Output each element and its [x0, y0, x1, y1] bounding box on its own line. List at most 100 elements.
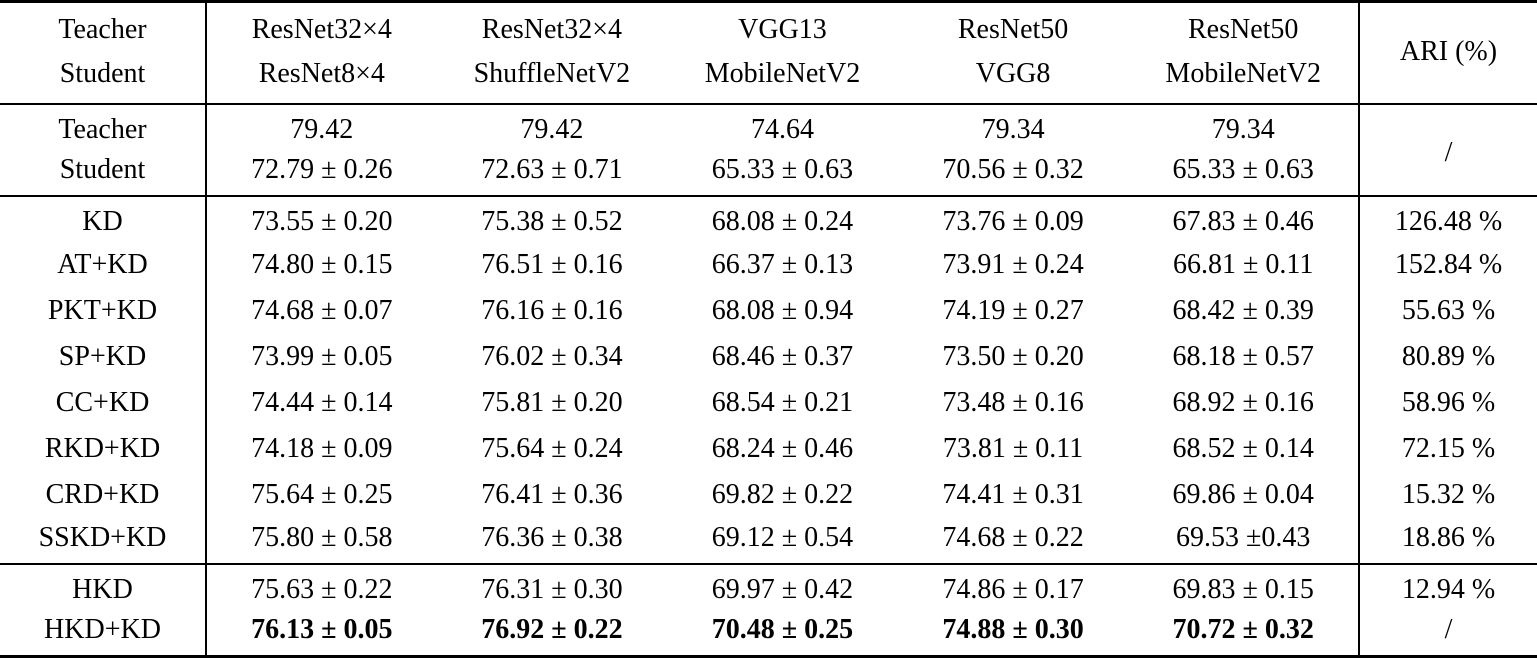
- value-cell: 74.41 ± 0.31: [942, 479, 1084, 511]
- student-model-label: MobileNetV2: [704, 58, 861, 89]
- student-model-label: ShuffleNetV2: [473, 58, 631, 89]
- teacher-model-label: ResNet32×4: [481, 14, 622, 45]
- value-cell: 75.81 ± 0.20: [481, 387, 623, 419]
- value-cell: 74.86 ± 0.17: [897, 563, 1129, 611]
- value-cell: 69.53 ±0.43: [1176, 522, 1311, 554]
- teacher-model-label: ResNet50: [957, 14, 1069, 45]
- value-cell: 66.81 ± 0.11: [1173, 249, 1314, 281]
- ari-cell: 72.15 %: [1358, 426, 1537, 473]
- value-cell: 76.92 ± 0.22: [481, 614, 623, 646]
- ari-cell: /: [1358, 102, 1537, 197]
- value-cell: 69.86 ± 0.04: [1172, 479, 1314, 511]
- row-label: CRD+KD: [0, 472, 207, 519]
- header-pair-resnet50-vgg8: ResNet50 VGG8: [897, 1, 1129, 105]
- value-cell: 75.64 ± 0.24: [481, 433, 623, 465]
- row-label: SSKD+KD: [0, 518, 207, 565]
- value-cell: 74.68 ± 0.07: [251, 295, 393, 327]
- value-cell: 65.33 ± 0.63: [1172, 154, 1314, 186]
- row-label: CC+KD: [0, 380, 207, 427]
- value-cell: 69.82 ± 0.22: [711, 479, 854, 511]
- row-label: Teacher: [0, 102, 207, 151]
- header-pair-resnet32x4-shufflenetv2: ResNet32×4 ShuffleNetV2: [436, 1, 668, 105]
- table-row: HKD 75.63 ± 0.22 76.31 ± 0.30 69.97 ± 0.42 7…: [0, 563, 1537, 611]
- table-row: SSKD+KD 75.80 ± 0.58 76.36 ± 0.38 69.12 ± 0…: [0, 518, 1537, 565]
- value-cell: 72.79 ± 0.26: [251, 154, 393, 186]
- table-row: Student 72.79 ± 0.26 72.63 ± 0.71 65.33 ± 0…: [0, 150, 1537, 197]
- value-cell: 68.92 ± 0.16: [1172, 387, 1314, 419]
- ari-cell: /: [1358, 610, 1537, 657]
- value-cell: 69.97 ± 0.42: [667, 563, 898, 611]
- value-cell: 66.37 ± 0.13: [711, 249, 854, 281]
- value-cell: 68.18 ± 0.57: [1172, 341, 1314, 373]
- ari-cell: 12.94 %: [1358, 563, 1537, 611]
- teacher-model-label: ResNet50: [1187, 14, 1299, 45]
- value-cell: 70.48 ± 0.25: [711, 614, 854, 646]
- value-cell: 74.68 ± 0.22: [942, 522, 1084, 554]
- teacher-model-label: VGG13: [738, 14, 827, 45]
- value-cell: 68.46 ± 0.37: [711, 341, 854, 373]
- value-cell: 73.91 ± 0.24: [942, 249, 1084, 281]
- row-label: PKT+KD: [0, 288, 207, 335]
- value-cell: 73.81 ± 0.11: [942, 433, 1084, 465]
- value-cell: 74.88 ± 0.30: [942, 614, 1084, 646]
- table-row: KD 73.55 ± 0.20 75.38 ± 0.52 68.08 ± 0.24 73…: [0, 195, 1537, 243]
- value-cell: 76.02 ± 0.34: [481, 341, 623, 373]
- value-cell: 79.42: [206, 102, 437, 151]
- value-cell: 72.63 ± 0.71: [481, 154, 623, 186]
- value-cell: 67.83 ± 0.46: [1128, 195, 1359, 243]
- value-cell: 76.16 ± 0.16: [481, 295, 623, 327]
- value-cell: 68.54 ± 0.21: [711, 387, 854, 419]
- value-cell: 76.13 ± 0.05: [251, 614, 393, 646]
- value-cell: 74.80 ± 0.15: [251, 249, 393, 281]
- value-cell: 69.12 ± 0.54: [711, 522, 854, 554]
- table-body: Teacher 79.42 79.42 74.64 79.34 79.34/Student…: [0, 102, 1537, 657]
- header-ari: ARI (%): [1358, 1, 1537, 105]
- header-pair-resnet32x4-resnet8x4: ResNet32×4 ResNet8×4: [206, 1, 437, 105]
- value-cell: 79.34: [897, 102, 1129, 151]
- ari-cell: 80.89 %: [1358, 334, 1537, 381]
- header-teacher-student: Teacher Student: [0, 1, 207, 105]
- table-row: PKT+KD 74.68 ± 0.07 76.16 ± 0.16 68.08 ± 0.…: [0, 288, 1537, 335]
- ari-cell: 18.86 %: [1358, 518, 1537, 565]
- row-label: Student: [0, 150, 207, 197]
- ari-header-label: ARI (%): [1399, 36, 1498, 67]
- value-cell: 74.44 ± 0.14: [251, 387, 393, 419]
- student-model-label: MobileNetV2: [1165, 58, 1321, 89]
- header-teacher-line: Teacher: [58, 14, 147, 45]
- value-cell: 73.48 ± 0.16: [942, 387, 1084, 419]
- value-cell: 74.18 ± 0.09: [251, 433, 393, 465]
- table-header: Teacher Student ResNet32×4 ResNet8×4 Res…: [0, 1, 1537, 105]
- header-pair-vgg13-mobilenetv2: VGG13 MobileNetV2: [667, 1, 898, 105]
- value-cell: 74.64: [667, 102, 898, 151]
- value-cell: 75.63 ± 0.22: [206, 563, 437, 611]
- table-row: CC+KD 74.44 ± 0.14 75.81 ± 0.20 68.54 ± 0.2…: [0, 380, 1537, 427]
- teacher-model-label: ResNet32×4: [251, 14, 392, 45]
- table-row: RKD+KD 74.18 ± 0.09 75.64 ± 0.24 68.24 ± 0.…: [0, 426, 1537, 473]
- value-cell: 69.83 ± 0.15: [1128, 563, 1359, 611]
- value-cell: 75.64 ± 0.25: [251, 479, 393, 511]
- value-cell: 68.24 ± 0.46: [711, 433, 854, 465]
- value-cell: 68.42 ± 0.39: [1172, 295, 1314, 327]
- value-cell: 79.42: [436, 102, 668, 151]
- row-label: HKD: [0, 563, 207, 611]
- ari-cell: 126.48 %: [1358, 195, 1537, 243]
- value-cell: 75.38 ± 0.52: [436, 195, 668, 243]
- value-cell: 74.19 ± 0.27: [942, 295, 1084, 327]
- value-cell: 68.08 ± 0.24: [667, 195, 898, 243]
- table-row: CRD+KD 75.64 ± 0.25 76.41 ± 0.36 69.82 ± 0.…: [0, 472, 1537, 519]
- value-cell: 73.55 ± 0.20: [206, 195, 437, 243]
- ari-cell: 152.84 %: [1358, 242, 1537, 289]
- table-row: HKD+KD 76.13 ± 0.05 76.92 ± 0.22 70.48 ± 0.…: [0, 610, 1537, 657]
- table-row: AT+KD 74.80 ± 0.15 76.51 ± 0.16 66.37 ± 0.1…: [0, 242, 1537, 289]
- row-label: KD: [0, 195, 207, 243]
- value-cell: 70.56 ± 0.32: [942, 154, 1084, 186]
- student-model-label: ResNet8×4: [258, 58, 385, 89]
- value-cell: 76.36 ± 0.38: [481, 522, 623, 554]
- row-label: RKD+KD: [0, 426, 207, 473]
- ari-cell: 55.63 %: [1358, 288, 1537, 335]
- value-cell: 73.50 ± 0.20: [942, 341, 1084, 373]
- row-label: AT+KD: [0, 242, 207, 289]
- table-row: SP+KD 73.99 ± 0.05 76.02 ± 0.34 68.46 ± 0.3…: [0, 334, 1537, 381]
- value-cell: 76.31 ± 0.30: [436, 563, 668, 611]
